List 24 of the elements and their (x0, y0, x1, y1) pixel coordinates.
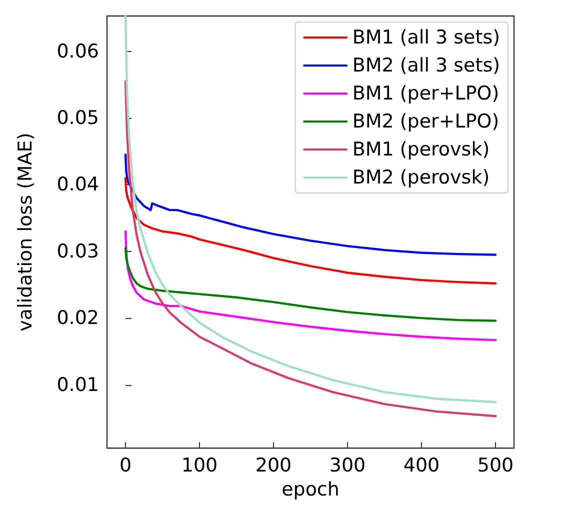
legend-label: BM1 (per+LPO) (352, 82, 500, 104)
legend-label: BM1 (perovsk) (352, 138, 490, 160)
x-tick-label: 100 (181, 454, 218, 477)
x-tick-label: 0 (119, 454, 132, 477)
x-tick-label: 300 (329, 454, 366, 477)
y-axis-title: validation loss (MAE) (14, 132, 36, 332)
y-tick-label: 0.02 (56, 307, 99, 330)
line-series (124, 246, 497, 322)
y-tick-label: 0.04 (56, 174, 99, 196)
line-series (124, 14, 497, 404)
y-tick-label: 0.05 (56, 107, 99, 130)
y-tick-label: 0.01 (56, 374, 99, 396)
y-tick-label: 0.03 (56, 240, 99, 262)
legend-label: BM2 (perovsk) (352, 166, 490, 188)
legend-label: BM2 (all 3 sets) (352, 54, 500, 76)
x-tick-label: 400 (403, 454, 440, 477)
line-series (124, 80, 497, 418)
x-tick-label: 500 (477, 454, 514, 477)
y-tick-label: 0.06 (56, 40, 99, 62)
legend-label: BM2 (per+LPO) (352, 110, 500, 132)
legend-label: BM1 (all 3 sets) (352, 26, 500, 48)
line-series (124, 230, 497, 342)
x-tick-label: 200 (255, 454, 292, 477)
x-axis-title: epoch (282, 478, 340, 500)
